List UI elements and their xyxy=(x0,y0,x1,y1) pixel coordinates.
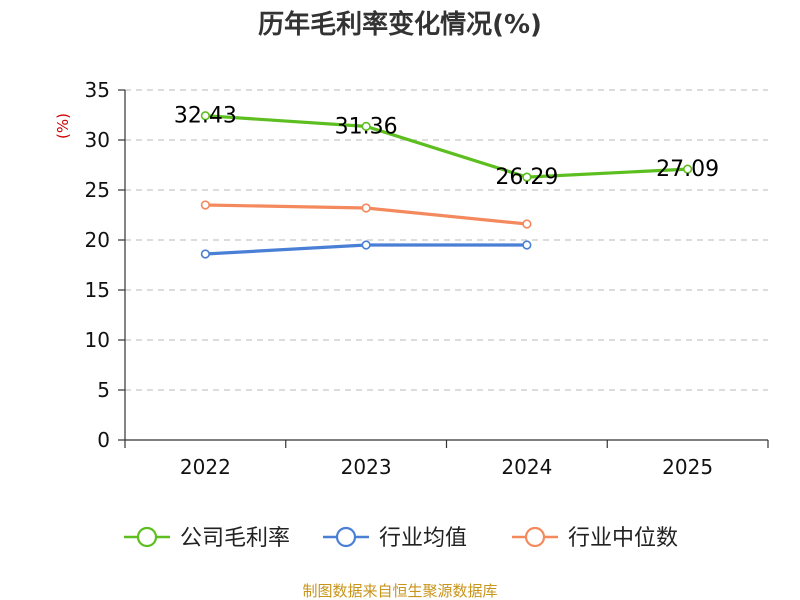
source-note: 制图数据来自恒生聚源数据库 xyxy=(302,582,497,600)
data-label: 31.36 xyxy=(335,114,398,139)
y-tick-label: 0 xyxy=(97,428,110,452)
legend-marker-icon xyxy=(136,526,158,548)
legend-label: 公司毛利率 xyxy=(180,526,290,551)
data-label: 27.09 xyxy=(656,157,719,182)
legend-marker-icon xyxy=(335,526,357,548)
x-tick-label: 2022 xyxy=(180,455,231,479)
legend-marker-icon xyxy=(524,526,546,548)
series-lines xyxy=(200,111,693,259)
legend-item[interactable]: 行业均值 xyxy=(323,526,467,551)
data-point xyxy=(522,172,532,182)
legend: 公司毛利率 行业均值 行业中位数 xyxy=(124,526,678,551)
x-tick-label: 2023 xyxy=(341,455,392,479)
y-tick-label: 15 xyxy=(85,278,110,302)
data-label: 32.43 xyxy=(174,104,237,129)
legend-item[interactable]: 行业中位数 xyxy=(512,526,678,551)
legend-label: 行业均值 xyxy=(379,526,467,551)
y-tick-label: 20 xyxy=(85,228,110,252)
x-tick-label: 2024 xyxy=(501,455,552,479)
data-label: 26.29 xyxy=(495,165,558,190)
x-tick-label: 2025 xyxy=(662,455,713,479)
y-tick-label: 5 xyxy=(97,378,110,402)
chart-title: 历年毛利率变化情况(%) xyxy=(258,9,542,40)
series-line xyxy=(203,114,690,179)
data-point xyxy=(200,249,210,259)
y-tick-label: 35 xyxy=(85,78,110,102)
y-tick-label: 10 xyxy=(85,328,110,352)
y-axis-label: (%) xyxy=(54,113,72,139)
data-point xyxy=(361,121,371,131)
y-tick-label: 30 xyxy=(85,128,110,152)
legend-item[interactable]: 公司毛利率 xyxy=(124,526,290,551)
y-tick-label: 25 xyxy=(85,178,110,202)
data-point xyxy=(522,240,532,250)
data-point xyxy=(200,200,210,210)
data-point xyxy=(522,219,532,229)
data-point xyxy=(361,240,371,250)
data-point xyxy=(683,164,693,174)
legend-label: 行业中位数 xyxy=(568,526,678,551)
data-point xyxy=(200,111,210,121)
grid-lines xyxy=(125,89,768,391)
data-labels: 32.43 31.36 26.29 27.09 xyxy=(174,104,719,190)
data-point xyxy=(361,203,371,213)
